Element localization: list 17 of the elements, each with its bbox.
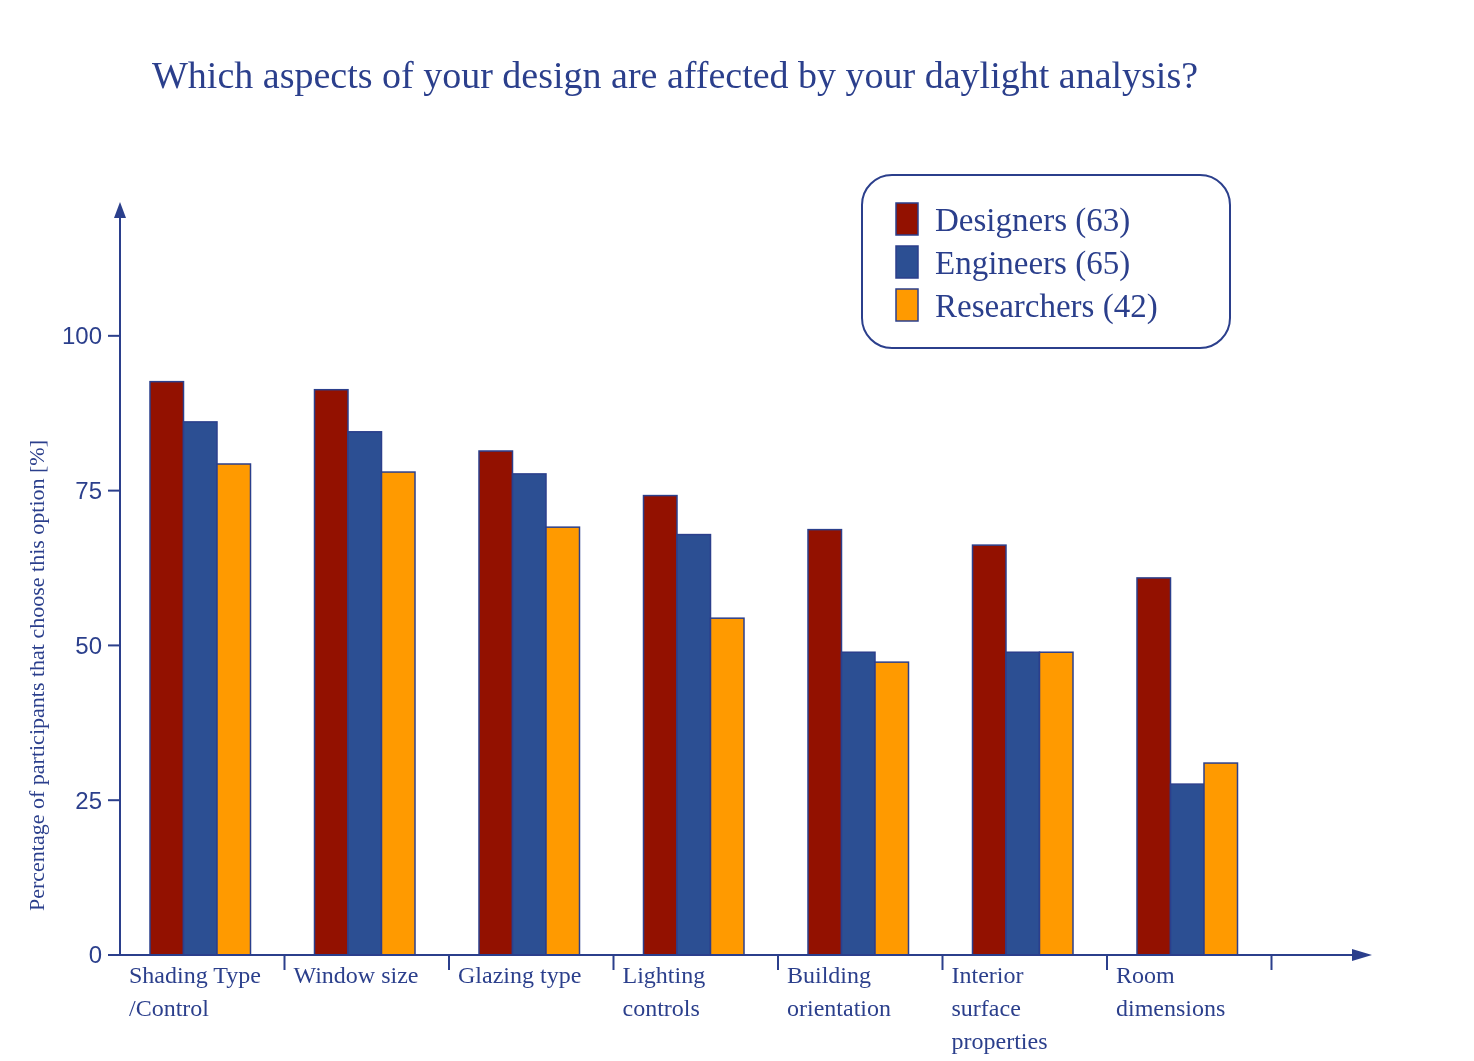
y-tick-label: 75 bbox=[75, 477, 102, 505]
x-tick-label: Window size bbox=[293, 962, 419, 988]
chart-title: Which aspects of your design are affected by your daylight analysis? bbox=[152, 54, 1199, 96]
legend-label: Researchers (42) bbox=[935, 287, 1158, 325]
y-tick-label: 100 bbox=[61, 322, 102, 350]
x-tick-label: Building orientation bbox=[787, 962, 891, 1021]
y-tick-label: 50 bbox=[75, 631, 102, 659]
x-tick-label: Glazing type bbox=[458, 962, 582, 988]
y-axis-title: Percentage of participants that choose this option [%] bbox=[24, 439, 49, 912]
y-tick-label: 0 bbox=[88, 941, 102, 969]
x-tick-label: Lighting controls bbox=[622, 962, 706, 1021]
x-tick-label: Room dimensions bbox=[1116, 962, 1226, 1021]
x-tick-label: Interior surface properties bbox=[951, 962, 1048, 1054]
x-tick-label: Shading Type /Control bbox=[129, 962, 261, 1021]
legend-label: Engineers (65) bbox=[935, 244, 1131, 282]
legend-label: Designers (63) bbox=[935, 201, 1131, 239]
y-tick-label: 25 bbox=[75, 786, 102, 814]
